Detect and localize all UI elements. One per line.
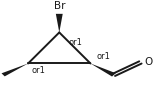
Text: or1: or1: [69, 38, 83, 47]
Polygon shape: [90, 63, 116, 77]
Polygon shape: [2, 63, 28, 76]
Polygon shape: [56, 14, 63, 32]
Text: or1: or1: [31, 66, 45, 75]
Text: Br: Br: [54, 1, 65, 11]
Text: O: O: [144, 57, 153, 67]
Text: or1: or1: [97, 52, 111, 61]
